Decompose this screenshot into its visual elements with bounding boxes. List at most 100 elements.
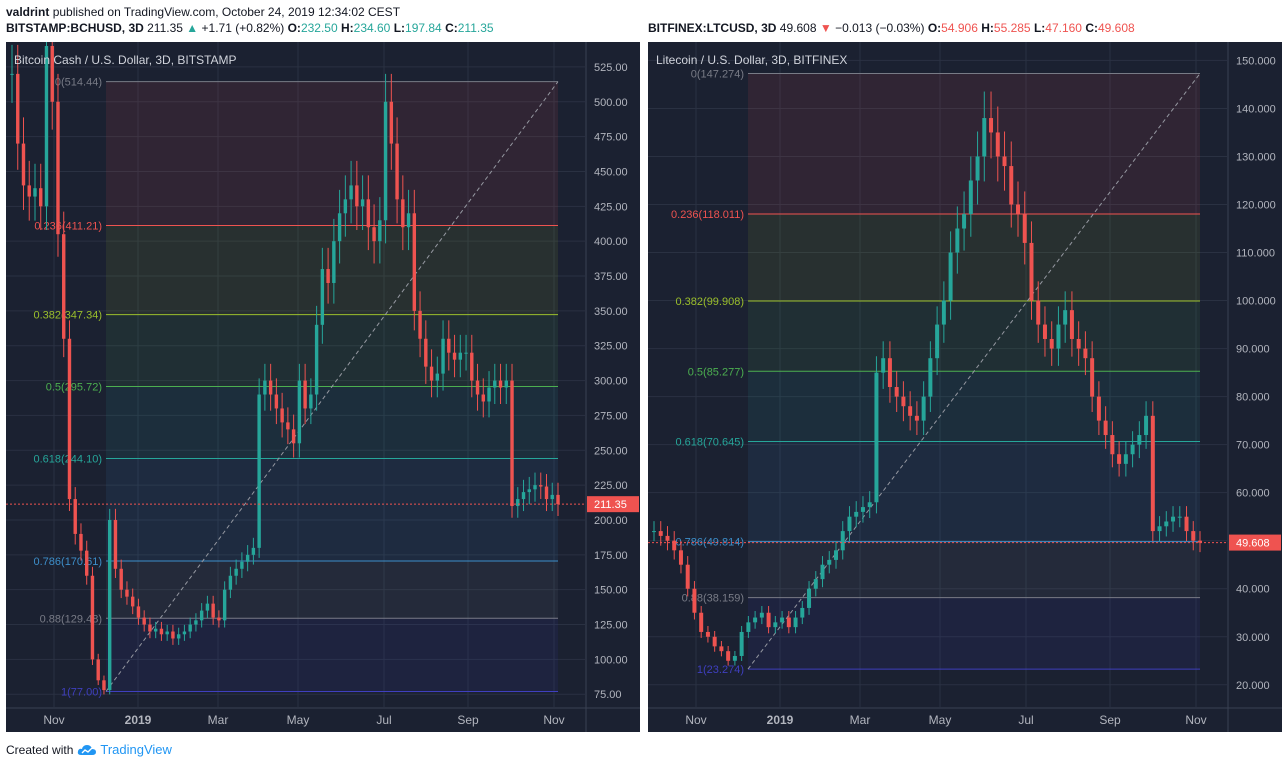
candle-body [211, 603, 215, 618]
candle-body [96, 659, 100, 681]
ticker-symbol: BITSTAMP:BCHUSD, 3D [6, 21, 144, 35]
candle-body [251, 547, 256, 555]
candle-body [1177, 516, 1182, 518]
fib-level-label: 0(514.44) [55, 77, 102, 89]
y-tick-label: 60.000 [1236, 488, 1270, 500]
candle-body [406, 213, 411, 228]
ticker-close: 211.35 [457, 21, 494, 35]
ltc-chart-svg[interactable]: 20.00030.00040.00050.00060.00070.00080.0… [648, 42, 1282, 732]
chart-panel-bch[interactable]: 75.00 100.00 125.00 150.00 175.00 200.00 225.0… [6, 42, 640, 732]
candle-body [332, 241, 336, 283]
candle-body [705, 631, 710, 637]
y-tick-label: 450.00 [594, 166, 628, 178]
candle-body [658, 531, 663, 536]
candle-body [228, 575, 233, 590]
author-name[interactable]: valdrint [6, 5, 50, 19]
candle-body [309, 394, 313, 409]
candle-body [1076, 338, 1081, 349]
ticker-line-bch: BITSTAMP:BCHUSD, 3D 211.35 ▲ +1.71 (+0.8… [6, 21, 494, 35]
chart-panel-ltc[interactable]: 20.00030.00040.00050.00060.00070.00080.0… [648, 42, 1282, 732]
candle-body [800, 607, 805, 618]
y-tick-label: 150.00 [594, 585, 628, 597]
ticker-low: 47.160 [1045, 21, 1082, 35]
x-tick-label: Sep [457, 713, 479, 727]
arrow-down-icon: ▼ [819, 21, 832, 35]
candle-body [337, 213, 342, 242]
candle-body [780, 617, 785, 623]
fib-level-label: 1(77.00) [61, 686, 102, 698]
x-tick-label: May [929, 713, 952, 727]
y-tick-label: 200.00 [594, 515, 628, 527]
bch-chart-svg[interactable]: 75.00 100.00 125.00 150.00 175.00 200.00 225.0… [6, 42, 640, 732]
candle-body [10, 73, 14, 75]
footer: Created with TradingView [6, 742, 172, 757]
x-tick-label: Sep [1099, 713, 1121, 727]
fib-band [106, 314, 558, 387]
candle-body [39, 188, 43, 207]
candle-body [1056, 324, 1061, 349]
candle-body [67, 338, 72, 500]
ticker-high: 55.285 [993, 21, 1031, 35]
fib-level-label: 1(23.274) [697, 664, 744, 676]
candle-body [982, 118, 987, 157]
candle-body [62, 234, 66, 339]
x-tick-label: 2019 [767, 713, 794, 727]
y-tick-label: 150.000 [1236, 55, 1276, 67]
candle-body [1002, 156, 1007, 167]
candle-body [245, 554, 250, 562]
candle-body [470, 352, 474, 381]
y-tick-label: 375.00 [594, 271, 628, 283]
candle-body [90, 575, 95, 660]
candle-body [1137, 435, 1142, 445]
fib-band [748, 73, 1200, 215]
candle-body [860, 507, 865, 512]
candle-body [268, 380, 273, 395]
candle-body [297, 380, 302, 444]
candle-body [504, 380, 508, 388]
candle-body [366, 199, 371, 228]
y-tick-label: 275.00 [594, 410, 628, 422]
y-tick-label: 175.00 [594, 550, 628, 562]
ticker-low: 197.84 [405, 21, 442, 35]
candle-body [1130, 444, 1135, 455]
candle-body [1184, 516, 1189, 532]
candle-body [389, 101, 394, 144]
fib-trend-line [747, 73, 1201, 670]
candle-body [759, 612, 764, 618]
candle-body [1150, 415, 1155, 532]
y-tick-label: 325.00 [594, 341, 628, 353]
candle-body [159, 628, 164, 635]
y-tick-label: 30.000 [1236, 632, 1270, 644]
tradingview-cloud-icon [78, 744, 97, 755]
candle-body [458, 352, 463, 360]
y-tick-label: 20.000 [1236, 680, 1270, 692]
publish-text: published on TradingView.com, October 24… [52, 5, 401, 19]
candle-body [378, 220, 382, 242]
publish-info: valdrint published on TradingView.com, O… [6, 5, 400, 19]
candle-body [881, 358, 886, 373]
candle-body [1191, 531, 1196, 541]
candle-body [834, 550, 838, 560]
candle-body [665, 535, 670, 541]
candle-body [240, 561, 244, 569]
candle-body [510, 380, 514, 507]
last-price-tag [1229, 534, 1281, 551]
candle-body [712, 636, 717, 647]
candle-body [142, 617, 146, 625]
y-tick-label: 140.000 [1236, 103, 1276, 115]
candle-body [199, 610, 204, 621]
candle-body [188, 624, 192, 632]
candle-body [360, 199, 365, 207]
y-tick-label: 475.00 [594, 132, 628, 144]
candle-body [544, 486, 549, 500]
y-tick-label: 125.00 [594, 620, 628, 632]
candle-body [1069, 310, 1074, 339]
candle-body [1029, 242, 1034, 301]
candle-body [257, 394, 261, 548]
fib-band [106, 560, 558, 619]
arrow-up-icon: ▲ [186, 21, 199, 35]
fib-band [106, 458, 558, 561]
y-tick-label: 525.00 [594, 62, 628, 74]
candle-body [989, 118, 994, 133]
tradingview-logo[interactable]: TradingView [77, 742, 172, 757]
